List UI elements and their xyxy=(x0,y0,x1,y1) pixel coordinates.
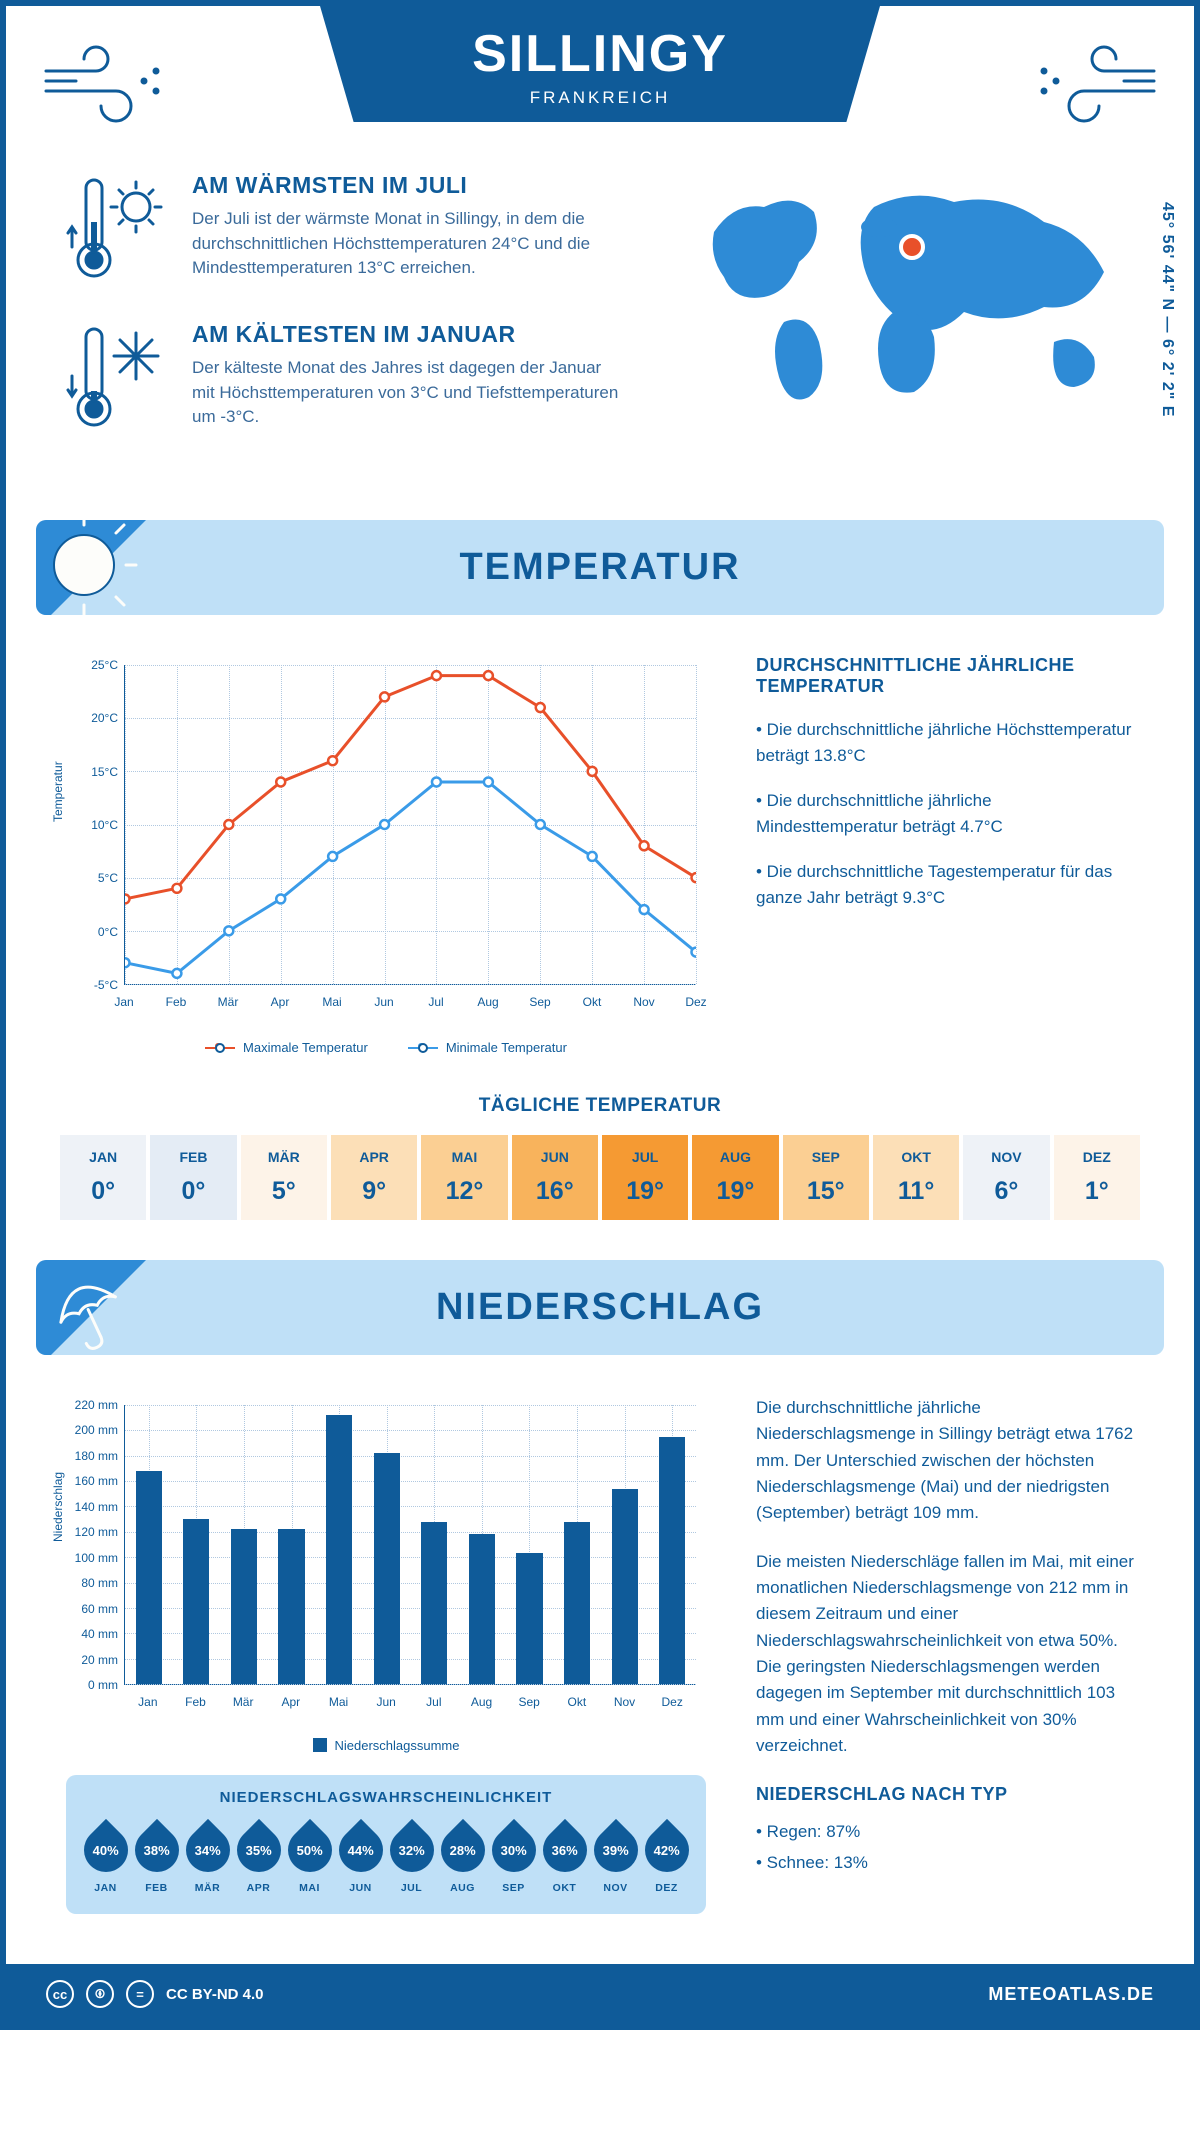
nd-icon: = xyxy=(126,1980,154,2008)
daily-temp-cell: MÄR5° xyxy=(241,1135,327,1220)
thermometer-hot-icon xyxy=(66,172,166,282)
temp-bullet: • Die durchschnittliche Tagestemperatur … xyxy=(756,859,1134,910)
prob-drop: 38%FEB xyxy=(133,1820,180,1894)
prob-drop: 32%JUL xyxy=(388,1820,435,1894)
prob-drop: 44%JUN xyxy=(337,1820,384,1894)
wind-icon xyxy=(36,36,176,136)
cc-icon: cc xyxy=(46,1980,74,2008)
precip-bar xyxy=(278,1529,304,1684)
daily-temp-cell: NOV6° xyxy=(963,1135,1049,1220)
precip-probability-box: NIEDERSCHLAGSWAHRSCHEINLICHKEIT 40%JAN38… xyxy=(66,1775,706,1914)
daily-temp-cell: MAI12° xyxy=(421,1135,507,1220)
coldest-title: AM KÄLTESTEN IM JANUAR xyxy=(192,321,622,348)
coordinates: 45° 56' 44" N — 6° 2' 2" E xyxy=(1158,202,1176,417)
temp-bullet: • Die durchschnittliche jährliche Höchst… xyxy=(756,717,1134,768)
prob-drop: 28%AUG xyxy=(439,1820,486,1894)
precip-bar xyxy=(564,1522,590,1684)
precip-bar-chart: Niederschlag0 mm20 mm40 mm60 mm80 mm100 … xyxy=(66,1395,706,1755)
legend-max: Maximale Temperatur xyxy=(205,1040,368,1055)
legend-min: Minimale Temperatur xyxy=(408,1040,567,1055)
precip-bar xyxy=(183,1519,209,1684)
legend-precip: Niederschlagssumme xyxy=(313,1738,460,1753)
daily-temp-cell: DEZ1° xyxy=(1054,1135,1140,1220)
thermometer-cold-icon xyxy=(66,321,166,431)
precip-text: Die meisten Niederschläge fallen im Mai,… xyxy=(756,1549,1134,1760)
brand-text: METEOATLAS.DE xyxy=(988,1984,1154,2005)
infographic-frame: SILLINGY FRANKREICH AM WÄRMSTEN xyxy=(0,0,1200,2030)
daily-temp-cell: OKT11° xyxy=(873,1135,959,1220)
coldest-block: AM KÄLTESTEN IM JANUAR Der kälteste Mona… xyxy=(66,321,654,436)
warmest-title: AM WÄRMSTEN IM JULI xyxy=(192,172,622,199)
precip-bar xyxy=(469,1534,495,1684)
precip-type-title: NIEDERSCHLAG NACH TYP xyxy=(756,1781,1134,1809)
daily-temp-cell: JUN16° xyxy=(512,1135,598,1220)
prob-drop: 36%OKT xyxy=(541,1820,588,1894)
temperature-line-chart: Temperatur-5°C0°C5°C10°C15°C20°C25°CJanF… xyxy=(66,655,706,1055)
temperature-summary: DURCHSCHNITTLICHE JÄHRLICHE TEMPERATUR •… xyxy=(756,655,1134,1055)
precip-bar xyxy=(612,1489,638,1684)
daily-temp-cell: JAN0° xyxy=(60,1135,146,1220)
wind-icon xyxy=(1024,36,1164,136)
daily-temp-cell: APR9° xyxy=(331,1135,417,1220)
daily-temp-title: TÄGLICHE TEMPERATUR xyxy=(6,1095,1194,1117)
temperature-title: TEMPERATUR xyxy=(56,546,1144,589)
prob-drop: 30%SEP xyxy=(490,1820,537,1894)
precip-bar xyxy=(421,1522,447,1684)
prob-drop: 35%APR xyxy=(235,1820,282,1894)
prob-drop: 42%DEZ xyxy=(643,1820,690,1894)
country-subtitle: FRANKREICH xyxy=(350,88,850,108)
by-icon: 🅯 xyxy=(86,1980,114,2008)
precip-bar xyxy=(374,1453,400,1684)
prob-drop: 40%JAN xyxy=(82,1820,129,1894)
precip-bar xyxy=(136,1471,162,1684)
daily-temp-row: JAN0°FEB0°MÄR5°APR9°MAI12°JUN16°JUL19°AU… xyxy=(60,1135,1140,1220)
umbrella-icon xyxy=(36,1260,166,1355)
warmest-block: AM WÄRMSTEN IM JULI Der Juli ist der wär… xyxy=(66,172,654,287)
intro-section: AM WÄRMSTEN IM JULI Der Juli ist der wär… xyxy=(6,122,1194,500)
prob-drop: 34%MÄR xyxy=(184,1820,231,1894)
precip-title: NIEDERSCHLAG xyxy=(56,1286,1144,1329)
precip-bar xyxy=(326,1415,352,1684)
temp-bullet: • Die durchschnittliche jährliche Mindes… xyxy=(756,788,1134,839)
prob-drop: 39%NOV xyxy=(592,1820,639,1894)
sun-icon xyxy=(36,520,166,615)
header-banner: SILLINGY FRANKREICH xyxy=(320,6,880,122)
precip-bar xyxy=(659,1437,685,1684)
daily-temp-cell: AUG19° xyxy=(692,1135,778,1220)
daily-temp-cell: FEB0° xyxy=(150,1135,236,1220)
footer: cc 🅯 = CC BY-ND 4.0 METEOATLAS.DE xyxy=(6,1964,1194,2024)
license-text: CC BY-ND 4.0 xyxy=(166,1986,264,2003)
precip-bar xyxy=(516,1553,542,1684)
precip-section-header: NIEDERSCHLAG xyxy=(36,1260,1164,1355)
precip-type-bullet: • Schnee: 13% xyxy=(756,1850,1134,1876)
temp-summary-title: DURCHSCHNITTLICHE JÄHRLICHE TEMPERATUR xyxy=(756,655,1134,697)
daily-temp-cell: SEP15° xyxy=(783,1135,869,1220)
coldest-text: Der kälteste Monat des Jahres ist dagege… xyxy=(192,356,622,430)
location-marker xyxy=(901,236,923,258)
temperature-section-header: TEMPERATUR xyxy=(36,520,1164,615)
precip-bar xyxy=(231,1529,257,1684)
world-map: 45° 56' 44" N — 6° 2' 2" E xyxy=(694,172,1134,470)
precip-type-bullet: • Regen: 87% xyxy=(756,1819,1134,1845)
prob-drop: 50%MAI xyxy=(286,1820,333,1894)
precip-summary: Die durchschnittliche jährliche Niedersc… xyxy=(756,1395,1134,1914)
precip-text: Die durchschnittliche jährliche Niedersc… xyxy=(756,1395,1134,1527)
city-title: SILLINGY xyxy=(350,24,850,84)
prob-title: NIEDERSCHLAGSWAHRSCHEINLICHKEIT xyxy=(82,1789,690,1806)
daily-temp-cell: JUL19° xyxy=(602,1135,688,1220)
warmest-text: Der Juli ist der wärmste Monat in Sillin… xyxy=(192,207,622,281)
